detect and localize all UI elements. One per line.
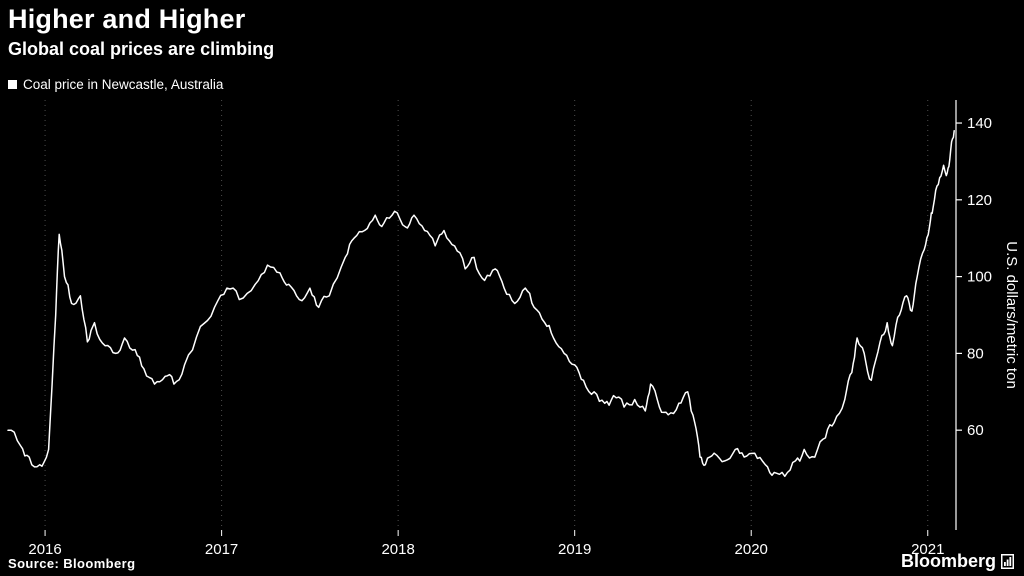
- x-tick-label: 2016: [28, 541, 61, 558]
- y-axis-title: U.S. dollars/metric ton: [1003, 241, 1020, 389]
- bloomberg-logo-icon: [1001, 554, 1014, 569]
- y-tick-label: 100: [967, 269, 992, 286]
- y-tick-label: 120: [967, 192, 992, 209]
- y-tick-label: 140: [967, 115, 992, 132]
- x-tick-label: 2020: [735, 541, 768, 558]
- y-tick-label: 60: [967, 422, 984, 439]
- bloomberg-wordmark: Bloomberg: [900, 551, 996, 571]
- coal-price-line: [7, 129, 955, 478]
- chart-title: Higher and Higher: [8, 4, 246, 34]
- y-tick-label: 80: [967, 345, 984, 362]
- x-tick-label: 2018: [381, 541, 414, 558]
- source-note: Source: Bloomberg: [8, 556, 136, 571]
- legend-marker-icon: [8, 80, 17, 89]
- x-tick-label: 2019: [558, 541, 591, 558]
- chart-subtitle: Global coal prices are climbing: [8, 39, 275, 59]
- x-tick-label: 2017: [205, 541, 238, 558]
- x-tick-label: 2021: [911, 541, 944, 558]
- bloomberg-brand: Bloomberg: [901, 551, 1014, 572]
- chart-legend: Coal price in Newcastle, Australia: [8, 77, 223, 92]
- legend-label: Coal price in Newcastle, Australia: [23, 77, 224, 92]
